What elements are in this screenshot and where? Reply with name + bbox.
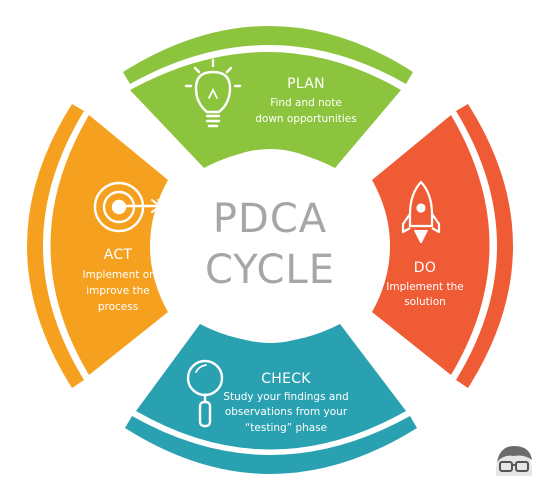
lightbulb-icon [184, 58, 242, 128]
check-outer-arc [125, 416, 417, 474]
plan-outer-arc [123, 26, 413, 84]
do-segment [372, 115, 490, 375]
rocket-icon [401, 180, 441, 244]
act-desc-line1: Implement or [83, 269, 155, 281]
do-outer-arc [456, 104, 513, 388]
act-desc-line2: improve the [86, 285, 150, 297]
check-desc-line3: “testing” phase [245, 422, 327, 434]
plan-title: PLAN [287, 76, 325, 92]
center-circle [173, 149, 367, 343]
check-desc-line2: observations from your [225, 406, 348, 418]
check-section: CHECK Study your findings and observatio… [125, 324, 417, 474]
act-segment [50, 115, 168, 375]
do-desc-line2: solution [404, 296, 446, 308]
plan-desc-line1: Find and note [270, 97, 342, 109]
do-title: DO [414, 260, 436, 276]
center-title-line2: CYCLE [205, 247, 335, 293]
plan-desc-line2: down opportunities [255, 113, 356, 125]
do-section: DO Implement the solution [372, 104, 513, 388]
center-title-line1: PDCA [213, 196, 327, 242]
glasses-avatar-logo [496, 446, 532, 476]
act-desc-line3: process [98, 301, 138, 313]
target-icon [93, 181, 168, 233]
plan-section: PLAN Find and note down opportunities [123, 26, 413, 168]
check-title: CHECK [261, 371, 311, 387]
magnifier-icon [186, 359, 224, 428]
act-outer-arc [27, 104, 84, 388]
check-desc-line1: Study your findings and [223, 391, 348, 403]
act-section: ACT Implement or improve the process [27, 104, 168, 388]
act-title: ACT [104, 247, 133, 263]
check-segment [136, 324, 406, 450]
do-desc-line1: Implement the [386, 281, 463, 293]
